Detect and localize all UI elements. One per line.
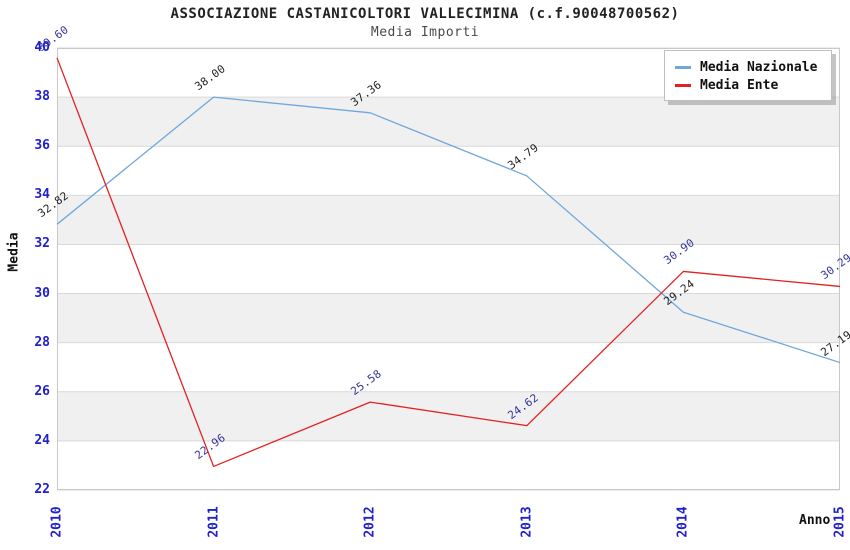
plot-svg (56, 47, 841, 491)
x-tick-label: 2014 (675, 506, 691, 538)
y-tick-label: 32 (34, 236, 50, 252)
x-tick-label: 2013 (519, 506, 535, 538)
y-tick-label: 36 (34, 138, 50, 154)
legend-item-media-nazionale: Media Nazionale (675, 58, 821, 76)
plot-border (57, 48, 840, 490)
media-nazionale-line-swatch (675, 65, 691, 69)
x-tick-label: 2012 (362, 506, 378, 538)
chart-subtitle: Media Importi (370, 25, 480, 40)
x-tick-label: 2011 (206, 506, 222, 538)
grid-band (57, 97, 840, 147)
y-tick-label: 22 (34, 482, 50, 497)
y-tick-label: 34 (34, 187, 50, 203)
media-ente-line-swatch (675, 83, 691, 87)
legend-label-media-nazionale: Media Nazionale (700, 59, 818, 75)
grid-band (57, 293, 840, 343)
series-line-0 (56, 96, 841, 364)
y-tick-label: 24 (34, 432, 50, 448)
y-tick-label: 40 (34, 40, 50, 55)
x-tick-label: 2015 (832, 506, 848, 538)
chart-title: ASSOCIAZIONE CASTANICOLTORI VALLECIMINA … (170, 6, 680, 22)
y-tick-label: 28 (34, 334, 50, 350)
y-tick-label: 38 (34, 89, 50, 105)
series-line-1 (56, 57, 841, 468)
legend-label-media-ente: Media Ente (700, 77, 779, 93)
plot-area: 32.82 38.00 37.36 34.79 29.24 27.19 39.60 22.96… (35, 23, 850, 491)
x-axis-title: Anno (799, 513, 831, 528)
grid-band (57, 195, 840, 245)
y-tick-label: 30 (34, 285, 50, 301)
x-tick-label: 2010 (49, 506, 65, 538)
legend: Media Nazionale Media Ente (664, 50, 832, 101)
y-tick-label: 26 (34, 383, 50, 399)
legend-item-media-ente: Media Ente (675, 76, 821, 94)
grid-band (57, 391, 840, 441)
